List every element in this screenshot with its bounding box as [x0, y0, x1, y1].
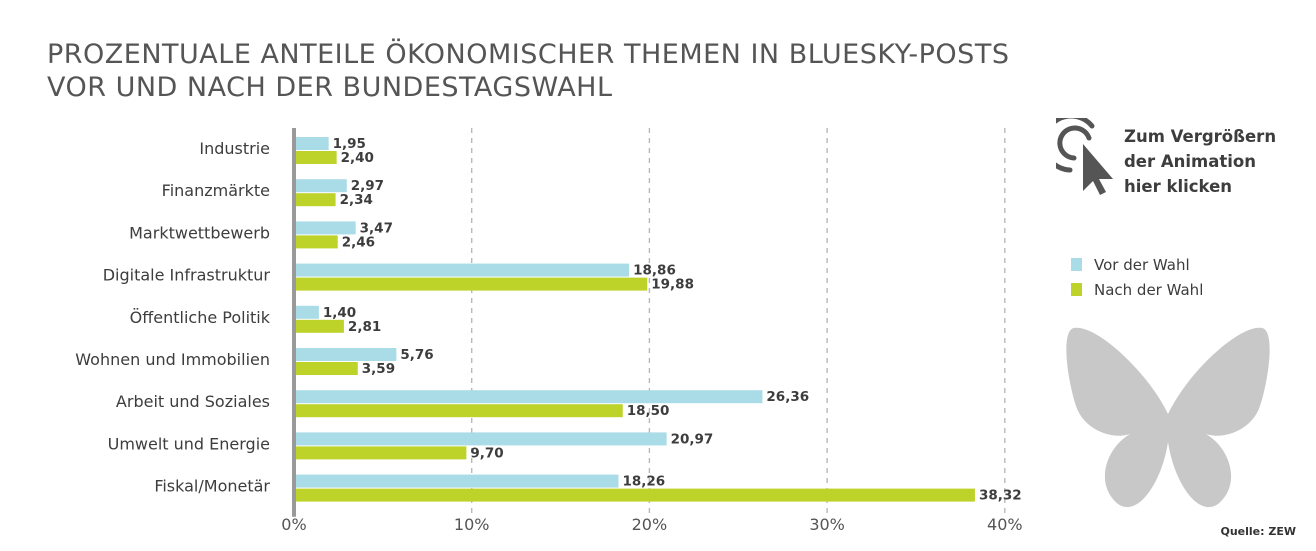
x-tick-label: 0%: [281, 515, 306, 534]
x-tick-label: 20%: [632, 515, 668, 534]
bar-after: [294, 235, 338, 249]
enlarge-animation-button[interactable]: Zum Vergrößern der Animation hier klicke…: [1056, 118, 1306, 198]
bluesky-butterfly-logo: [1066, 327, 1270, 508]
category-label: Umwelt und Energie: [108, 434, 270, 453]
bar-before: [294, 305, 319, 319]
cta-text: Zum Vergrößern der Animation hier klicke…: [1124, 124, 1304, 199]
cta-line-3: hier klicken: [1124, 177, 1233, 196]
bar-after: [294, 193, 336, 207]
bar-before: [294, 348, 397, 361]
bar-after: [294, 404, 623, 418]
cta-line-1: Zum Vergrößern: [1124, 127, 1277, 146]
bar-before: [294, 474, 619, 488]
chart-title-line-2: VOR UND NACH DER BUNDESTAGSWAHL: [47, 72, 613, 103]
bar-after: [294, 362, 358, 375]
legend-swatch-after: [1071, 283, 1082, 296]
category-label: Wohnen und Immobilien: [75, 350, 270, 369]
chart-title: PROZENTUALE ANTEILE ÖKONOMISCHER THEMEN …: [47, 38, 1009, 104]
category-label: Digitale Infrastruktur: [103, 266, 271, 285]
value-label-before: 5,76: [400, 347, 433, 363]
value-label-before: 20,97: [671, 431, 714, 447]
value-label-after: 18,50: [627, 403, 670, 419]
value-label-before: 26,36: [766, 389, 809, 405]
legend-label-before: Vor der Wahl: [1094, 255, 1190, 274]
x-tick-label: 10%: [454, 515, 490, 534]
bar-before: [294, 137, 329, 150]
category-label: Finanzmärkte: [162, 181, 270, 200]
value-label-before: 1,40: [323, 305, 356, 321]
category-label: Arbeit und Soziales: [116, 392, 270, 411]
source-note: Quelle: ZEW: [1220, 525, 1297, 538]
category-label: Fiskal/Monetär: [154, 477, 270, 496]
value-label-after: 2,40: [341, 150, 374, 166]
bar-chart: Industrie 1,952,40 Finanzmärkte 2,972,34 Mar…: [75, 128, 1023, 534]
value-label-after: 2,81: [348, 319, 381, 335]
value-label-before: 2,97: [351, 178, 384, 194]
bar-after: [294, 446, 467, 460]
bar-after: [294, 277, 648, 291]
chart-title-line-1: PROZENTUALE ANTEILE ÖKONOMISCHER THEMEN …: [47, 39, 1010, 70]
x-tick-label: 30%: [809, 515, 845, 534]
value-label-before: 18,26: [622, 474, 665, 490]
value-label-before: 3,47: [360, 220, 393, 236]
bar-after: [294, 319, 344, 333]
bar-before: [294, 179, 347, 193]
bar-before: [294, 263, 630, 277]
value-label-after: 9,70: [470, 445, 503, 461]
bar-after: [294, 151, 337, 164]
category-label: Industrie: [199, 139, 270, 158]
value-label-after: 2,34: [340, 192, 373, 208]
cta-line-2: der Animation: [1124, 152, 1257, 171]
legend: Vor der Wahl Nach der Wahl: [1071, 252, 1203, 302]
value-label-after: 2,46: [342, 234, 375, 250]
legend-item-after: Nach der Wahl: [1071, 277, 1203, 302]
bar-before: [294, 390, 763, 404]
value-label-before: 1,95: [333, 136, 366, 152]
legend-label-after: Nach der Wahl: [1094, 280, 1204, 299]
click-pointer-icon: [1056, 118, 1113, 195]
bar-before: [294, 221, 356, 235]
value-label-after: 38,32: [979, 488, 1022, 504]
value-label-before: 18,86: [633, 263, 676, 279]
category-label: Öffentliche Politik: [130, 308, 271, 327]
legend-item-before: Vor der Wahl: [1071, 252, 1203, 277]
value-label-after: 19,88: [651, 277, 694, 293]
legend-swatch-before: [1071, 258, 1082, 271]
bar-before: [294, 432, 667, 446]
value-label-after: 3,59: [362, 361, 395, 377]
bar-after: [294, 488, 975, 502]
category-label: Marktwettbewerb: [129, 223, 270, 242]
x-tick-label: 40%: [987, 515, 1023, 534]
